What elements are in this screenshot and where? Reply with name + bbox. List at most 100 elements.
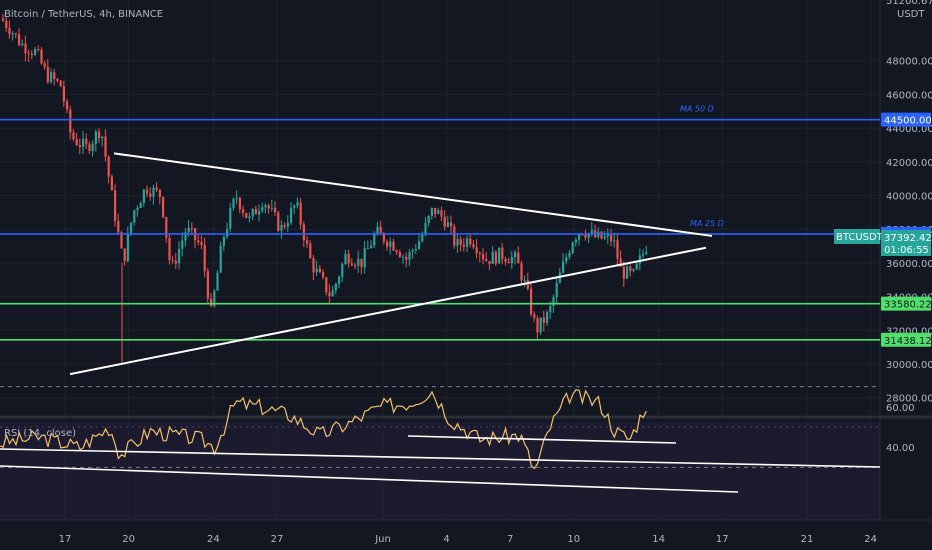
candle-body	[174, 260, 177, 264]
candle-body	[50, 72, 53, 82]
time-tick-label: 14	[652, 534, 665, 545]
candle-body	[558, 272, 561, 283]
price-tick-label: 40000.00	[886, 192, 932, 203]
candle-body	[414, 248, 417, 251]
candle-body	[149, 193, 152, 197]
symbol-legend[interactable]: Bitcoin / TetherUS, 4h, BINANCE	[4, 9, 163, 20]
candle-body	[46, 66, 49, 82]
candle-body	[363, 248, 366, 268]
candle-body	[18, 34, 21, 46]
candle-body	[402, 256, 405, 258]
candle-body	[613, 240, 616, 242]
candle-body	[571, 242, 574, 254]
candle-body	[322, 272, 325, 278]
candle-body	[290, 207, 293, 223]
candle-body	[354, 265, 357, 267]
candle-body	[264, 205, 267, 208]
candle-body	[504, 259, 507, 262]
candle-body	[456, 239, 459, 246]
time-tick-label: 7	[507, 534, 513, 545]
candle-body	[568, 253, 571, 258]
candle-body	[578, 233, 581, 240]
candle-body	[251, 209, 254, 217]
price-tag-bg	[881, 112, 931, 127]
time-tick-label: 27	[271, 534, 284, 545]
time-tick-label: Jun	[374, 534, 391, 545]
candle-body	[178, 248, 181, 264]
candle-body	[126, 233, 129, 262]
rsi-trendline	[407, 435, 677, 444]
candle-body	[603, 236, 606, 239]
candle-body	[85, 138, 88, 145]
candle-body	[110, 176, 113, 191]
candle-body	[261, 207, 264, 211]
candle-body	[542, 317, 545, 324]
candle-body	[302, 224, 305, 241]
candle-body	[459, 239, 462, 245]
rsi-legend[interactable]: RSI (14, close)	[4, 428, 76, 439]
candle-body	[312, 258, 315, 273]
candle-body	[526, 280, 529, 289]
candle-body	[635, 263, 638, 270]
candle-body	[299, 202, 302, 225]
candle-body	[274, 207, 277, 213]
candle-body	[488, 261, 491, 264]
candle-body	[386, 241, 389, 247]
candle-body	[638, 255, 641, 264]
candle-body	[258, 210, 261, 215]
candle-body	[546, 312, 549, 324]
price-tag-bg	[881, 296, 931, 311]
candle-body	[293, 205, 296, 208]
candle-body	[136, 207, 139, 211]
candle-body	[75, 139, 78, 145]
candle-body	[2, 18, 5, 21]
candle-body	[165, 216, 168, 238]
candle-body	[590, 230, 593, 234]
candle-body	[475, 247, 478, 254]
rsi-tick-label: 40.00	[886, 443, 915, 454]
candle-body	[517, 252, 520, 264]
candle-body	[190, 227, 193, 229]
candle-body	[286, 222, 289, 227]
candle-body	[514, 252, 517, 258]
candle-body	[462, 244, 465, 247]
candle-body	[210, 298, 213, 307]
candle-body	[376, 226, 379, 235]
candle-body	[494, 251, 497, 264]
candle-body	[408, 251, 411, 260]
ma-label: MA 25 D	[690, 219, 724, 228]
candle-body	[59, 80, 62, 87]
candle-body	[238, 197, 241, 210]
candle-body	[24, 43, 27, 54]
candle-body	[229, 208, 232, 229]
candle-body	[101, 136, 104, 139]
candle-body	[533, 314, 536, 319]
candle-body	[162, 196, 165, 217]
candle-body	[645, 252, 648, 254]
candle-body	[440, 210, 443, 217]
candle-body	[34, 49, 37, 55]
candle-body	[478, 253, 481, 255]
candle-body	[427, 216, 430, 223]
candle-body	[123, 248, 126, 262]
candle-body	[360, 258, 363, 268]
candle-body	[200, 242, 203, 245]
candle-body	[114, 190, 117, 221]
candle-body	[389, 241, 392, 247]
candle-body	[69, 109, 72, 133]
candle-body	[328, 292, 331, 297]
candle-body	[146, 189, 149, 194]
rsi-axis[interactable]: 60.00 40.00	[886, 403, 915, 454]
candle-body	[181, 240, 184, 249]
candle-body	[277, 212, 280, 231]
candle-body	[27, 53, 30, 55]
candle-body	[21, 43, 24, 46]
price-top-label: 51200.67	[886, 0, 932, 7]
candle-body	[91, 143, 94, 151]
time-axis[interactable]: 17 20 24 27 Jun 4 7 10 14 17 21 24	[59, 534, 877, 545]
candle-body	[245, 212, 248, 218]
price-tick-label: 46000.00	[886, 90, 932, 101]
candle-body	[254, 209, 257, 215]
candle-body	[446, 222, 449, 227]
